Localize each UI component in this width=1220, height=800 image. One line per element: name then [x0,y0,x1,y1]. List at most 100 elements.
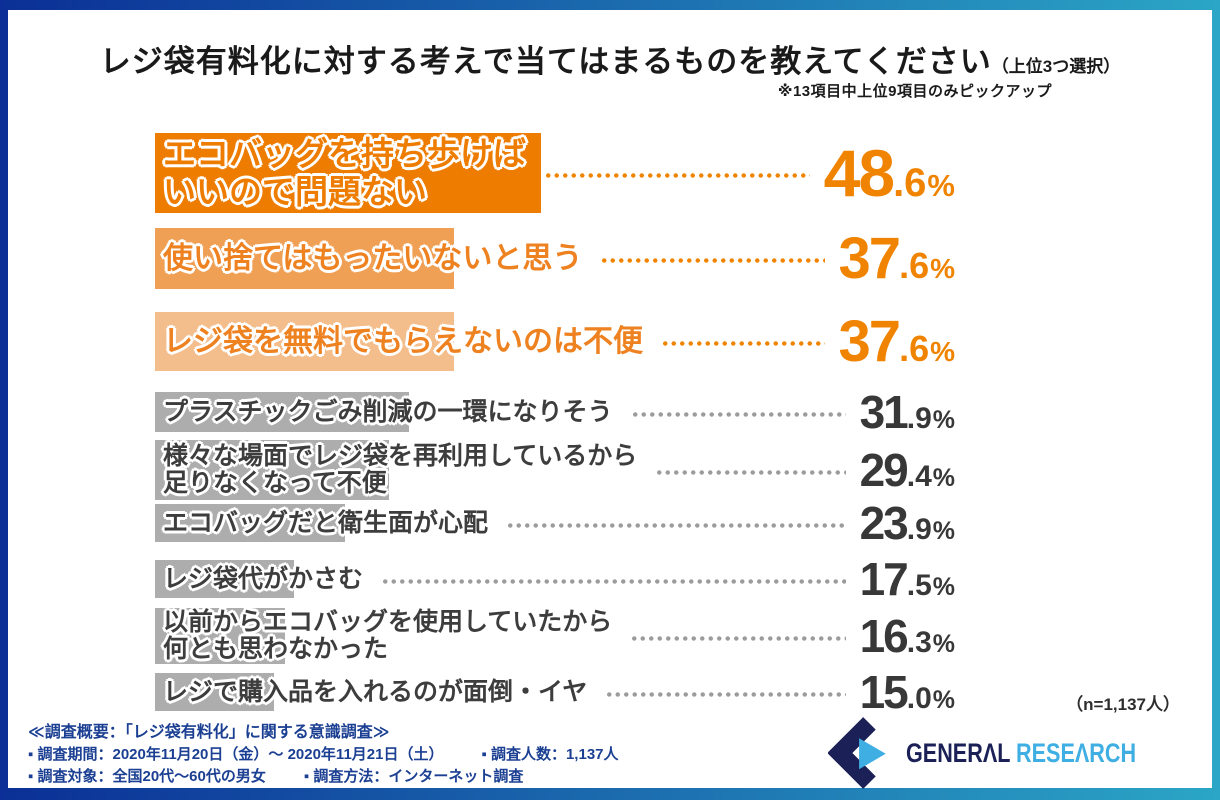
dotted-leader [544,172,810,178]
value-label: 48.6% [824,135,955,211]
value-label: 16.3% [860,609,955,663]
value-decimal: .6 [899,245,930,286]
bar-label-line: 様々な場面でレジ袋を再利用しているから [163,442,638,470]
value-integer: 16 [859,610,909,662]
value-integer: 17 [859,553,909,605]
percent-sign: % [932,630,955,658]
chart-row-2: 使い捨てはもったいないと思う 37.6% [155,225,955,292]
percent-sign: % [927,168,955,203]
dotted-leader [630,635,846,641]
logo-word-research: RESEΛRCH [1016,737,1137,768]
value-decimal: .9 [906,513,932,546]
bar-label-line: 何とも思わなかった [163,635,389,663]
value-decimal: .3 [906,626,932,659]
bar-label-line: レジ袋代がかさむ [163,564,364,593]
frame-bottom-bar [0,788,1220,800]
pickup-note: ※13項目中上位9項目のみピックアップ [777,83,1052,100]
bar-label-line: エコバッグを持ち歩けば [163,135,526,172]
dotted-leader [630,411,846,417]
percent-sign: % [930,253,955,284]
frame-left-strip [0,10,8,788]
value-integer: 15 [859,666,909,718]
value-decimal: .5 [906,569,932,602]
title-suffix: （上位3つ選択） [991,57,1121,76]
value-integer: 31 [859,386,909,438]
value-label: 37.6% [839,225,955,292]
chart-row-4: プラスチックごみ削減の一環になりそう 31.9% [155,386,955,438]
bar-label: レジ袋を無料でもらえないのは不便 [155,325,643,359]
bar-highlight [155,312,454,371]
logo-word-general: GENERΛL [906,737,1011,768]
dotted-leader [600,258,825,263]
percent-sign: % [930,336,955,367]
bar-label: エコバッグだと衛生面が心配 [155,508,489,537]
value-integer: 48 [823,136,895,210]
bar-label-line: 以前からエコバッグを使用していたから [163,608,613,636]
bar-highlight [155,608,285,664]
bar-label: 様々な場面でレジ袋を再利用しているから 足りなくなって不便 [155,443,637,497]
bar-label-line: プラスチックごみ削減の一環になりそう [163,397,613,426]
bar-label: 使い捨てはもったいないと思う [155,242,582,276]
dotted-leader [381,578,846,584]
dotted-leader [605,691,846,697]
survey-respondents: ▪ 調査人数：1,137人 [481,746,619,763]
bar-label: レジで購入品を入れるのが面倒・イヤ [155,677,588,706]
chart-row-9: レジで購入品を入れるのが面倒・イヤ 15.0% [155,666,955,718]
chart-row-8: 以前からエコバッグを使用していたから 何とも思わなかった 16.3% [155,608,955,664]
bar-highlight [155,673,274,711]
value-integer: 37 [838,309,901,374]
chart-row-1: エコバッグを持ち歩けば いいので問題ない 48.6% [155,133,955,213]
dotted-leader [661,341,825,346]
bar-highlight [155,560,294,598]
bar-highlight [155,440,389,500]
percent-sign: % [932,686,955,714]
value-integer: 37 [838,226,901,291]
survey-method: ▪ 調査方法：インターネット調査 [303,768,524,785]
value-label: 23.9% [860,496,955,550]
value-label: 37.6% [839,308,955,375]
sample-size-label: （n=1,137人） [1066,695,1180,714]
bar-label-line: 使い捨てはもったいないと思う [163,241,583,275]
bar-label-line: 足りなくなって不便 [163,469,387,497]
bar-highlight [155,392,409,432]
value-label: 31.9% [860,385,955,439]
bar-label: 以前からエコバッグを使用していたから 何とも思わなかった [155,609,612,663]
survey-row-2: ▪ 調査対象：全国20代～60代の男女 ▪ 調査方法：インターネット調査 [28,766,619,788]
bar-chart: エコバッグを持ち歩けば いいので問題ない 48.6% 使い捨てはもったいないと思う 37… [155,133,955,718]
survey-overview: ≪調査概要：「レジ袋有料化」に関する意識調査≫ ▪ 調査期間：2020年11月2… [28,722,619,788]
bar-highlight [155,133,541,213]
dotted-leader [655,469,846,475]
general-research-logo: GENERΛL RESEΛRCH [828,714,1194,792]
chart-row-3: レジ袋を無料でもらえないのは不便 37.6% [155,309,955,374]
header: レジ袋有料化に対する考えで当てはまるものを教えてください（上位3つ選択） [0,36,1220,81]
bar-label-line: エコバッグだと衛生面が心配 [163,508,489,537]
bar-label: レジ袋代がかさむ [155,564,364,593]
bar-highlight [155,228,454,289]
dotted-leader [506,522,846,528]
value-label: 17.5% [860,552,955,606]
percent-sign: % [932,464,955,492]
page-title: レジ袋有料化に対する考えで当てはまるものを教えてください（上位3つ選択） [100,44,1120,79]
bar-label-line: レジで購入品を入れるのが面倒・イヤ [163,677,588,706]
value-label: 15.0% [860,665,955,719]
frame-top-bar [0,0,1220,10]
survey-period: ▪ 調査期間：2020年11月20日（金）～ 2020年11月21日（土） [28,746,444,763]
chart-row-6: エコバッグだと衛生面が心配 23.9% [155,497,955,549]
bar-label-line: いいので問題ない [163,173,427,210]
value-decimal: .6 [899,328,930,369]
frame-right-strip [1212,10,1220,788]
bar-label: プラスチックごみ削減の一環になりそう [155,397,613,426]
bar-label: エコバッグを持ち歩けば いいので問題ない [155,135,526,211]
chart-row-5: 様々な場面でレジ袋を再利用しているから 足りなくなって不便 29.4% [155,440,955,500]
value-decimal: .6 [893,161,927,205]
value-integer: 29 [859,444,909,496]
percent-sign: % [932,573,955,601]
value-decimal: .0 [906,682,932,715]
logo-wordmark: GENERΛL RESEΛRCH [906,738,1136,769]
bar-label-line: レジ袋を無料でもらえないのは不便 [163,324,643,358]
value-decimal: .4 [906,460,932,493]
survey-overview-title: ≪調査概要：「レジ袋有料化」に関する意識調査≫ [28,724,390,741]
value-integer: 23 [859,497,909,549]
value-decimal: .9 [906,402,932,435]
